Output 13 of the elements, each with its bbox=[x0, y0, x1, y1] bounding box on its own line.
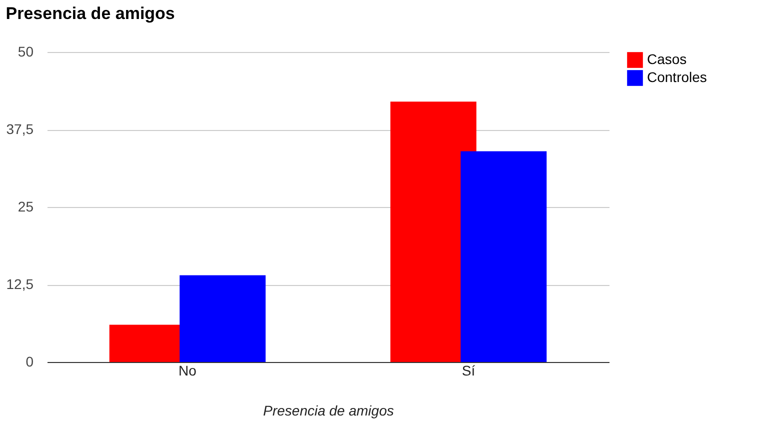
x-axis-title: Presencia de amigos bbox=[263, 402, 394, 418]
legend-label: Controles bbox=[647, 69, 707, 85]
y-tick-label: 0 bbox=[26, 354, 34, 370]
y-tick-label: 25 bbox=[18, 198, 34, 214]
bar bbox=[180, 275, 266, 362]
y-tick-label: 37,5 bbox=[6, 121, 34, 137]
x-tick-label: No bbox=[178, 362, 197, 378]
y-tick-label: 50 bbox=[18, 44, 34, 60]
chart-title: Presencia de amigos bbox=[6, 4, 175, 23]
bar bbox=[460, 151, 547, 362]
x-tick-label: Sí bbox=[462, 362, 476, 378]
legend-label: Casos bbox=[647, 51, 687, 67]
y-tick-label: 12,5 bbox=[6, 276, 34, 292]
